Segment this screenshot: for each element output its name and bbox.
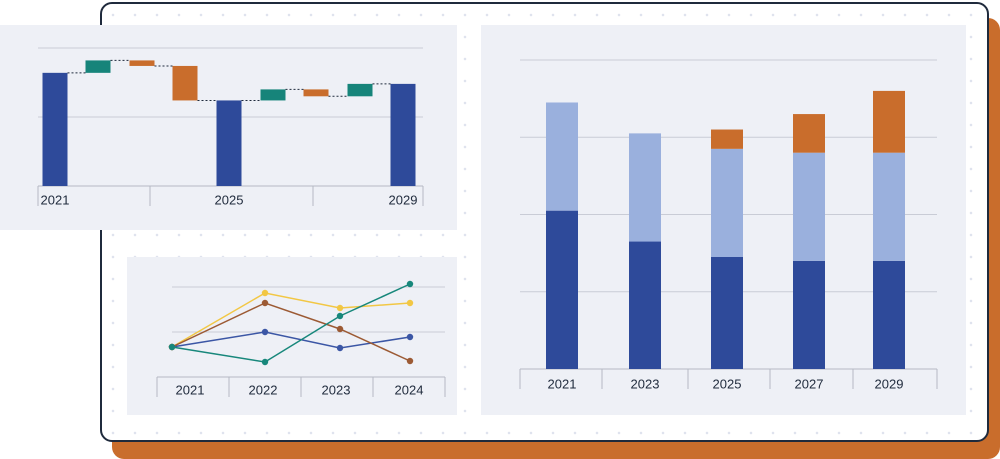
bar — [303, 89, 329, 97]
point — [261, 358, 269, 366]
x-tick-label: 2025 — [215, 192, 244, 207]
x-tick-label: 2027 — [795, 376, 824, 391]
x-tick-label: 2025 — [713, 376, 742, 391]
bar — [172, 65, 198, 101]
point — [336, 312, 344, 320]
x-tick-label: 2024 — [395, 382, 424, 397]
x-tick-label: 2029 — [875, 376, 904, 391]
point — [406, 299, 414, 307]
bar-segment — [711, 148, 743, 257]
bar-segment — [873, 90, 905, 153]
bar-segment — [873, 260, 905, 369]
bar — [347, 83, 373, 97]
x-tick-label: 2021 — [41, 192, 70, 207]
bar-segment — [873, 152, 905, 261]
point — [261, 289, 269, 297]
bar — [260, 89, 286, 101]
bar — [129, 60, 155, 66]
bar-segment — [793, 152, 825, 261]
point — [406, 333, 414, 341]
bar-segment — [546, 210, 578, 369]
point — [168, 343, 176, 351]
bar — [216, 100, 242, 186]
point — [336, 344, 344, 352]
point — [336, 304, 344, 312]
bar-segment — [793, 260, 825, 369]
bar-segment — [629, 133, 661, 242]
point — [336, 325, 344, 333]
point — [406, 280, 414, 288]
bar-segment — [793, 114, 825, 153]
x-tick-label: 2029 — [389, 192, 418, 207]
bar-segment — [629, 241, 661, 369]
bar-segment — [546, 102, 578, 211]
x-tick-label: 2022 — [249, 382, 278, 397]
line — [171, 283, 411, 363]
x-tick-label: 2023 — [322, 382, 351, 397]
line — [171, 331, 411, 349]
bar — [42, 72, 68, 186]
point — [261, 299, 269, 307]
line — [171, 302, 411, 362]
x-tick-label: 2021 — [548, 376, 577, 391]
point — [261, 328, 269, 336]
x-tick-label: 2021 — [176, 382, 205, 397]
bar-segment — [711, 256, 743, 369]
bar — [390, 83, 416, 186]
line-panel — [127, 257, 457, 415]
x-tick-label: 2023 — [631, 376, 660, 391]
line — [171, 292, 411, 348]
bar-segment — [711, 129, 743, 149]
point — [406, 357, 414, 365]
bar — [85, 60, 111, 73]
